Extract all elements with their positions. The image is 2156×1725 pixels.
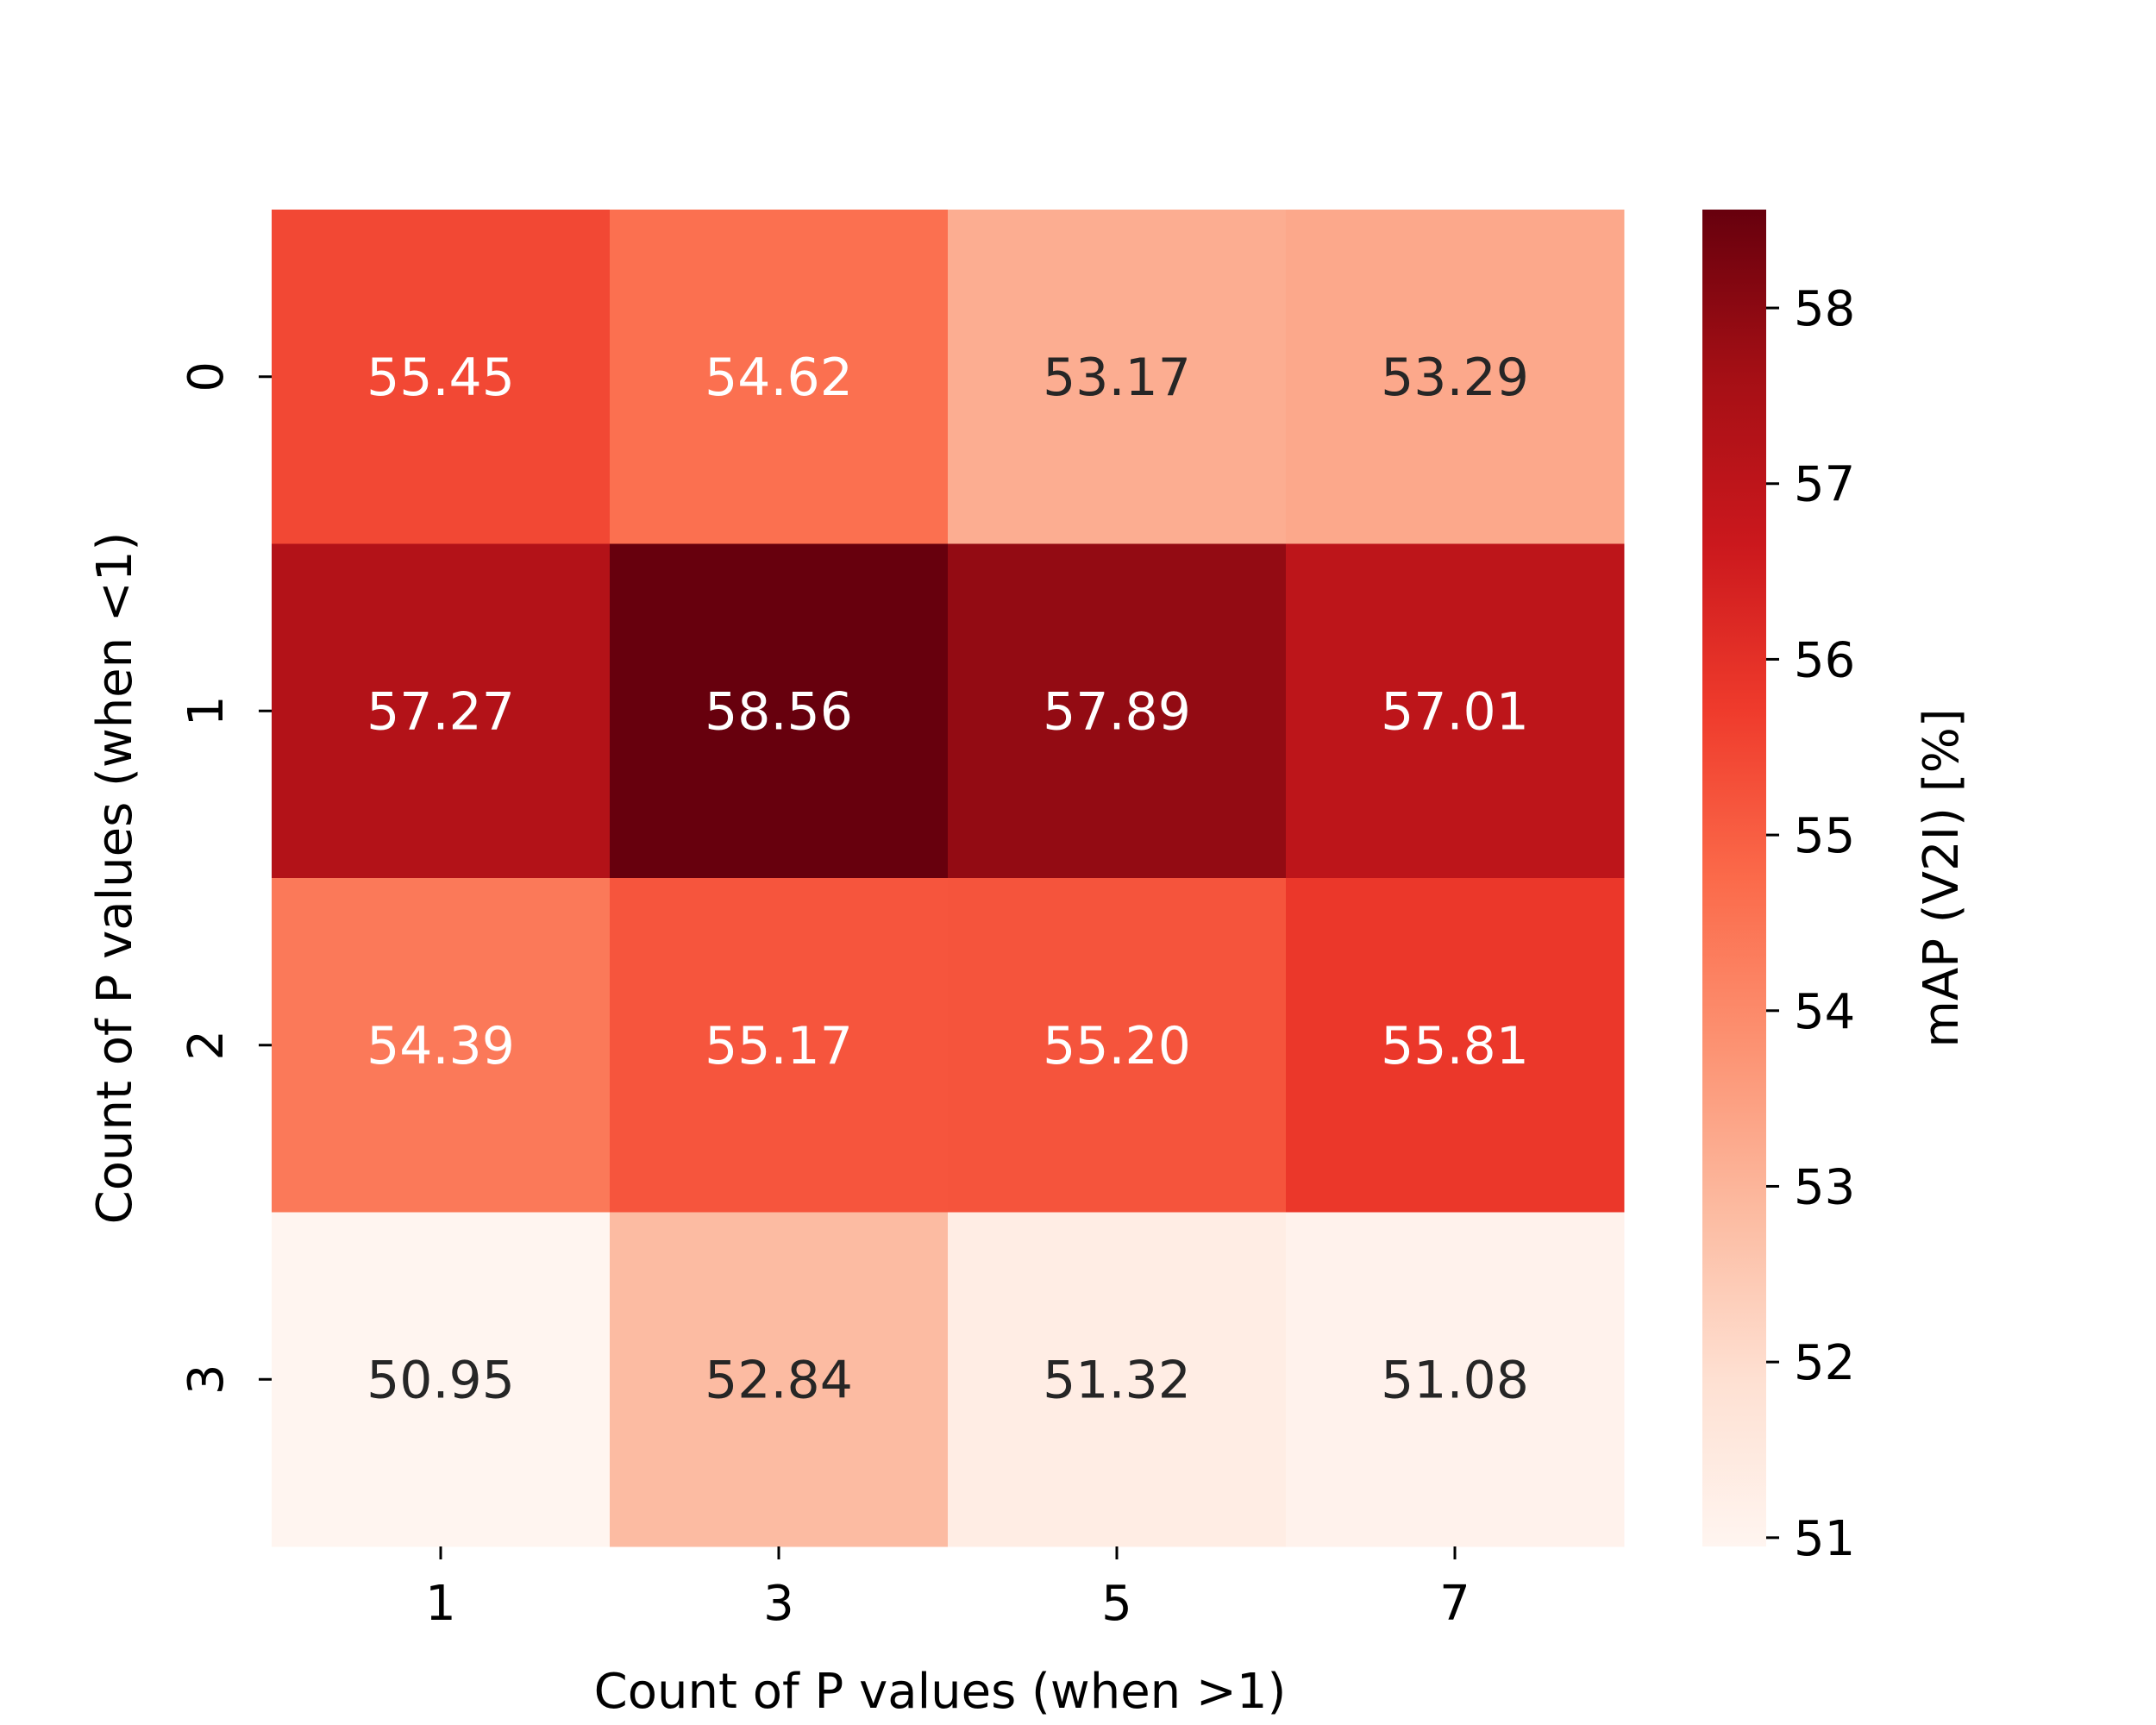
cell-value-label: 53.17 xyxy=(1043,348,1191,408)
colorbar-tick-label: 51 xyxy=(1794,1511,1855,1567)
colorbar-tick-label: 53 xyxy=(1794,1159,1855,1215)
colorbar-tick-label: 54 xyxy=(1794,984,1855,1040)
cell-value-label: 54.39 xyxy=(367,1016,515,1076)
cell-value-label: 55.17 xyxy=(705,1016,853,1076)
heatmap-cell xyxy=(272,210,611,544)
cell-value-label: 55.20 xyxy=(1043,1016,1191,1076)
cell-value-label: 57.89 xyxy=(1043,681,1191,742)
y-tick-label: 1 xyxy=(179,695,235,726)
cell-value-label: 52.84 xyxy=(705,1350,853,1410)
cell-value-label: 53.29 xyxy=(1381,348,1529,408)
colorbar-tick-label: 58 xyxy=(1794,281,1855,337)
y-tick-label: 3 xyxy=(179,1364,235,1395)
cell-value-label: 55.45 xyxy=(367,348,515,408)
heatmap-cell xyxy=(1286,210,1625,544)
x-axis-label: Count of P values (when >1) xyxy=(594,1664,1287,1720)
x-tick-label: 3 xyxy=(763,1576,794,1632)
colorbar-ticks: 51 52 53 54 55 56 57 58 xyxy=(1766,281,1855,1567)
colorbar-tick-label: 56 xyxy=(1794,632,1855,688)
cell-value-label: 51.32 xyxy=(1043,1350,1191,1410)
cell-value-label: 58.56 xyxy=(705,681,853,742)
cell-value-label: 54.62 xyxy=(705,348,853,408)
cell-value-label: 57.27 xyxy=(367,681,515,742)
heatmap-cells xyxy=(272,210,1625,1547)
colorbar-label: mAP (V2I) [%] xyxy=(1914,708,1970,1047)
heatmap-cell xyxy=(610,1212,949,1547)
heatmap-cell xyxy=(948,210,1287,544)
heatmap-cell xyxy=(272,878,611,1213)
heatmap-cell xyxy=(610,878,949,1213)
cell-annotations: 55.45 54.62 53.17 53.29 57.27 58.56 57.89 57.01… xyxy=(367,348,1529,1411)
heatmap-cell xyxy=(948,878,1287,1213)
y-tick-label: 2 xyxy=(179,1030,235,1061)
colorbar-tick-label: 52 xyxy=(1794,1335,1855,1391)
cell-value-label: 51.08 xyxy=(1381,1350,1529,1410)
heatmap-cell xyxy=(610,210,949,544)
x-tick-label: 7 xyxy=(1439,1576,1470,1632)
cell-value-label: 55.81 xyxy=(1381,1016,1529,1076)
y-tick-label: 0 xyxy=(179,361,235,392)
heatmap-cell xyxy=(272,543,611,879)
y-axis: 0 1 2 3 xyxy=(179,361,272,1395)
x-tick-label: 5 xyxy=(1101,1576,1132,1632)
colorbar-tick-label: 57 xyxy=(1794,457,1855,513)
cell-value-label: 57.01 xyxy=(1381,681,1529,742)
heatmap-cell xyxy=(272,1212,611,1547)
heatmap-cell xyxy=(948,1212,1287,1547)
heatmap-cell xyxy=(1286,543,1625,879)
colorbar xyxy=(1702,210,1766,1546)
heatmap-cell xyxy=(610,543,949,879)
heatmap-cell xyxy=(948,543,1287,879)
x-tick-label: 1 xyxy=(425,1576,456,1632)
heatmap-cell xyxy=(1286,1212,1625,1547)
heatmap-cell xyxy=(1286,878,1625,1213)
colorbar-gradient xyxy=(1702,210,1766,1546)
x-axis: 1 3 5 7 xyxy=(425,1546,1470,1632)
y-axis-label: Count of P values (when <1) xyxy=(87,532,143,1225)
cell-value-label: 50.95 xyxy=(367,1350,515,1410)
colorbar-tick-label: 55 xyxy=(1794,808,1855,864)
